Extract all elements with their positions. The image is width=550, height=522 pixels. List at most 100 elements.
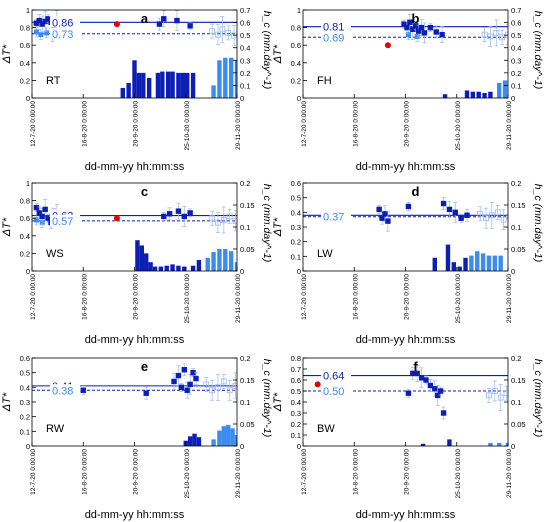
left-tick-label: 0.3 bbox=[291, 223, 301, 232]
panel-c: 0.630.5700.20.40.60.8100.050.10.150.212-… bbox=[1, 179, 273, 346]
left-tick-label: 0.5 bbox=[291, 194, 301, 203]
data-point-dark bbox=[190, 369, 196, 376]
left-tick-label: 0 bbox=[26, 267, 30, 276]
left-tick-label: 0.8 bbox=[291, 24, 301, 33]
bar-dark bbox=[170, 264, 175, 271]
bar-dark bbox=[165, 71, 171, 98]
data-point-dark bbox=[410, 370, 416, 377]
x-axis-label: dd-mm-yy hh:mm:ss bbox=[85, 334, 185, 346]
left-tick-label: 0.3 bbox=[20, 398, 30, 407]
bar-dark bbox=[148, 262, 153, 271]
data-point-light bbox=[33, 217, 39, 223]
right-tick-label: 0.6 bbox=[240, 19, 250, 28]
right-tick-label: 0.4 bbox=[511, 44, 521, 53]
right-axis-label: h_c (mm.day^-1) bbox=[261, 184, 273, 262]
data-point-open bbox=[225, 29, 232, 36]
mean-label: 0.64 bbox=[323, 371, 344, 383]
data-point-open bbox=[510, 386, 515, 391]
left-tick-label: 0.2 bbox=[20, 249, 30, 258]
mean-label-bg bbox=[321, 20, 351, 32]
right-tick-label: 0.2 bbox=[240, 354, 250, 363]
data-point-dark bbox=[423, 377, 429, 383]
data-point-dark bbox=[427, 24, 434, 31]
right-axis-label: h_c (mm.day^-1) bbox=[261, 359, 273, 437]
x-tick-label: 12-7-20 0:00:00 bbox=[301, 274, 308, 320]
right-tick-label: 0 bbox=[240, 94, 244, 103]
bar-dark bbox=[152, 266, 158, 271]
right-tick-label: 0 bbox=[511, 442, 515, 451]
bar-dark bbox=[463, 257, 468, 271]
data-point-dark bbox=[39, 21, 45, 27]
x-tick-label: 20-9-20 0:00:00 bbox=[133, 274, 140, 320]
mean-label-bg bbox=[50, 16, 80, 28]
left-tick-label: 0.6 bbox=[291, 179, 301, 188]
right-tick-label: 0.4 bbox=[240, 44, 250, 53]
x-tick-label: 20-9-20 0:00:00 bbox=[404, 101, 411, 147]
right-tick-label: 0.15 bbox=[511, 376, 526, 385]
bar-dark bbox=[170, 71, 175, 98]
panel-letter: b bbox=[412, 11, 420, 26]
bar-dark bbox=[135, 240, 140, 271]
data-point-light bbox=[44, 30, 50, 36]
bar-dark bbox=[139, 245, 145, 271]
mean-label: 0.38 bbox=[52, 385, 73, 397]
x-tick-label: 29-11-20 0:00:00 bbox=[506, 274, 513, 323]
bar-light bbox=[505, 442, 508, 446]
data-point-dark bbox=[440, 200, 447, 207]
bar-light bbox=[211, 439, 216, 446]
left-axis-label: ΔT* bbox=[272, 44, 284, 64]
data-point-dark bbox=[187, 381, 193, 388]
data-point-dark bbox=[405, 390, 412, 396]
bar-dark bbox=[155, 72, 161, 98]
right-tick-label: 0.2 bbox=[240, 179, 250, 188]
right-axis-label: h_c (mm.day^-1) bbox=[532, 359, 544, 437]
data-point-open bbox=[220, 378, 227, 385]
left-tick-label: 0.6 bbox=[20, 354, 30, 363]
right-tick-label: 0.3 bbox=[511, 56, 521, 65]
left-tick-label: 0.8 bbox=[20, 24, 30, 33]
bar-dark bbox=[126, 82, 131, 98]
data-point-dark bbox=[415, 28, 422, 34]
bar-dark bbox=[447, 439, 452, 446]
left-tick-label: 0.6 bbox=[291, 376, 301, 385]
plot-area-c bbox=[32, 199, 237, 271]
left-tick-label: 0 bbox=[297, 94, 301, 103]
data-point-light bbox=[405, 32, 411, 38]
bar-dark bbox=[476, 91, 481, 98]
x-axis-label: dd-mm-yy hh:mm:ss bbox=[356, 334, 456, 346]
bar-light bbox=[502, 80, 508, 98]
x-tick-label: 12-7-20 0:00:00 bbox=[301, 449, 308, 495]
data-point-dark bbox=[187, 23, 193, 29]
data-point-dark bbox=[418, 375, 425, 381]
bar-dark bbox=[144, 253, 149, 271]
data-point-dark bbox=[187, 210, 193, 216]
panel-letter: c bbox=[141, 184, 148, 199]
data-point-open bbox=[232, 382, 237, 389]
x-tick-label: 25-10-20 0:00:00 bbox=[455, 274, 462, 324]
x-tick-label: 29-11-20 0:00:00 bbox=[235, 101, 242, 150]
data-point-open bbox=[505, 31, 508, 38]
data-point-open bbox=[488, 212, 495, 219]
mean-label-bg bbox=[321, 210, 351, 222]
data-point-open bbox=[215, 31, 221, 38]
bar-light bbox=[492, 255, 498, 271]
x-tick-label: 29-11-20 0:00:00 bbox=[506, 449, 513, 498]
mean-label-bg bbox=[50, 214, 80, 226]
bar-light bbox=[223, 249, 228, 271]
bar-light bbox=[211, 252, 216, 271]
left-tick-label: 1 bbox=[26, 6, 30, 15]
left-tick-label: 0.4 bbox=[291, 59, 301, 68]
data-point-dark bbox=[437, 388, 444, 394]
data-point-dark bbox=[42, 18, 48, 25]
right-tick-label: 0.6 bbox=[511, 19, 521, 28]
right-tick-label: 0.05 bbox=[240, 245, 255, 254]
data-point-open bbox=[497, 394, 504, 401]
data-point-dark bbox=[435, 392, 441, 399]
bar-light bbox=[230, 428, 235, 446]
data-point-open bbox=[209, 28, 216, 35]
bar-light bbox=[211, 85, 216, 98]
mean-label-bg bbox=[321, 385, 351, 396]
x-tick-label: 16-8-20 0:00:00 bbox=[81, 101, 88, 147]
bar-light bbox=[226, 424, 231, 446]
left-tick-label: 0.4 bbox=[291, 208, 301, 217]
